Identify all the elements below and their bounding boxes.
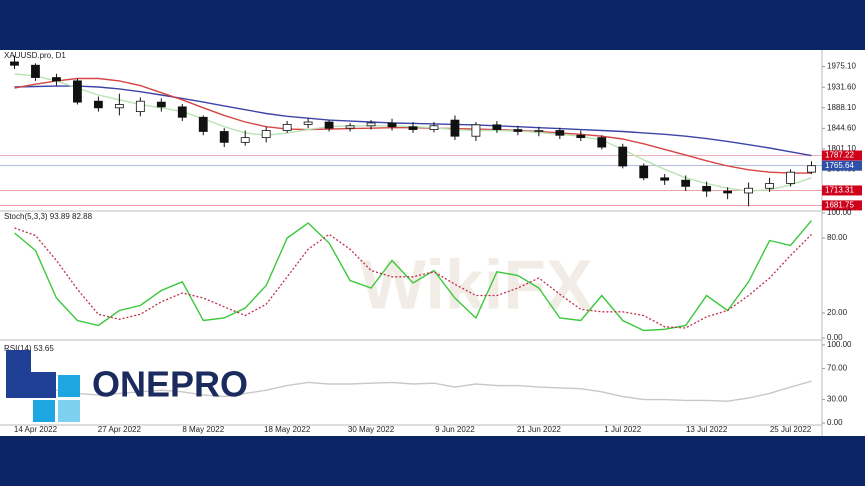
watermark: WikiFX (360, 245, 593, 323)
series-line (14, 379, 812, 402)
price-tag-label: 1681.75 (825, 200, 854, 209)
logo-block (58, 400, 80, 422)
x-tick-label: 30 May 2022 (348, 425, 395, 434)
x-tick-label: 8 May 2022 (182, 425, 224, 434)
candle-body (471, 124, 481, 137)
x-tick-label: 21 Jun 2022 (517, 425, 562, 434)
candle-body (492, 124, 502, 130)
series-line (14, 227, 812, 329)
candle-body (156, 101, 166, 108)
candle-body (387, 122, 397, 128)
y-tick-label: 1888.10 (827, 103, 856, 112)
chart-area (0, 50, 865, 436)
x-tick-label: 14 Apr 2022 (14, 425, 58, 434)
panel-title: RSI(14) 53.65 (4, 344, 54, 353)
y-tick-label: 80.00 (827, 233, 848, 242)
candle-body (786, 171, 795, 184)
price-tag (822, 160, 862, 171)
candle-body (429, 125, 439, 130)
y-tick-label: 1931.60 (827, 82, 856, 91)
y-tick-label: 70.00 (827, 364, 848, 373)
candle-body (93, 100, 103, 109)
candle-body (52, 77, 61, 82)
candle-body (702, 185, 712, 192)
panel-title: XAUUSD.pro, D1 (4, 51, 66, 60)
candle-body (534, 130, 544, 132)
x-tick-label: 27 Apr 2022 (98, 425, 142, 434)
logo-text: ONEPRO (92, 364, 248, 405)
candle-body (576, 134, 586, 139)
candle-body (198, 116, 208, 132)
candle-body (513, 129, 523, 132)
logo-block (58, 375, 80, 397)
candle-body (10, 61, 19, 66)
x-tick-label: 18 May 2022 (264, 425, 311, 434)
candle-body (303, 121, 313, 125)
price-tag (822, 150, 862, 161)
candle-body (597, 137, 607, 148)
candle-body (450, 119, 460, 137)
candle-body (408, 126, 418, 130)
x-tick-label: 9 Jun 2022 (435, 425, 475, 434)
candle-body (324, 121, 334, 129)
candle-body (177, 106, 187, 118)
candle-body (765, 183, 774, 189)
series-line (14, 220, 813, 332)
candle-body (618, 146, 628, 167)
panel-title: Stoch(5,3,3) 93.89 82.88 (4, 212, 93, 221)
y-tick-label: 0.00 (827, 333, 843, 342)
candle-body (723, 190, 733, 194)
y-tick-label: 30.00 (827, 395, 848, 404)
candle-body (639, 165, 649, 179)
candle-body (282, 123, 292, 131)
candle-body (135, 100, 145, 113)
price-tag (822, 185, 862, 196)
candle-body (555, 130, 565, 136)
y-tick-label: 1844.60 (827, 123, 856, 132)
candle-body (366, 122, 376, 127)
logo-block (33, 400, 55, 422)
candle-body (681, 179, 691, 187)
x-tick-label: 1 Jul 2022 (604, 425, 641, 434)
price-tag (822, 200, 862, 211)
candle-body (219, 131, 229, 143)
candle-body (660, 177, 670, 181)
price-tag-label: 1765.64 (825, 161, 854, 170)
candle-body (240, 137, 250, 143)
candle-body (744, 187, 753, 194)
y-tick-label: 20.00 (827, 308, 848, 317)
y-tick-label: 100.00 (827, 208, 852, 217)
y-tick-label: 0.00 (827, 418, 843, 427)
candle-body (114, 104, 124, 109)
candle-body (807, 165, 816, 173)
logo-block (6, 372, 56, 398)
y-tick-label: 1801.10 (827, 144, 856, 153)
candle-body (261, 130, 271, 139)
candle-body (345, 125, 355, 129)
y-tick-label: 100.00 (827, 340, 852, 349)
candle-body (31, 64, 40, 78)
x-tick-label: 13 Jul 2022 (686, 425, 728, 434)
logo: ONEPRO (6, 350, 248, 422)
price-tag-label: 1787.22 (825, 151, 854, 160)
price-tag-label: 1713.31 (825, 186, 854, 195)
y-tick-label: 1975.10 (827, 62, 856, 71)
candle-body (73, 80, 82, 103)
x-tick-label: 25 Jul 2022 (770, 425, 812, 434)
